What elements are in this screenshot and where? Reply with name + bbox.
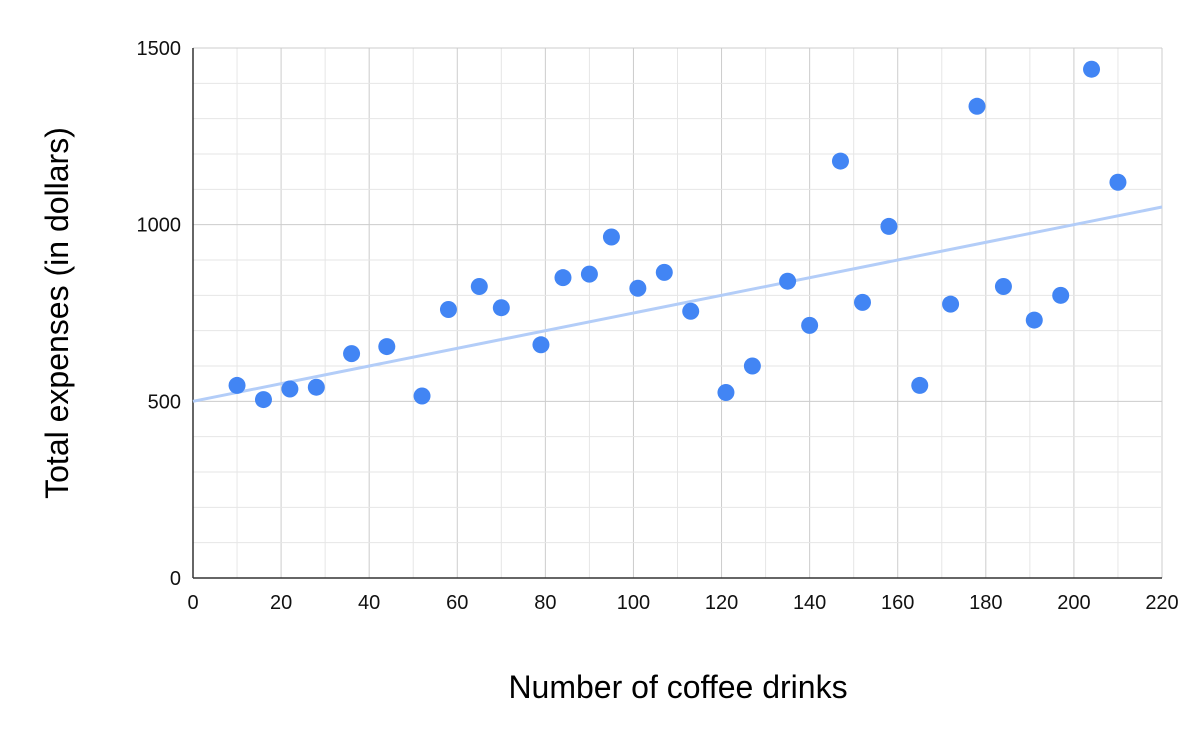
data-point xyxy=(602,228,620,246)
data-point xyxy=(254,391,272,409)
x-tick-label: 80 xyxy=(534,592,556,614)
x-tick-label: 200 xyxy=(1057,592,1090,614)
x-tick-label: 100 xyxy=(617,592,650,614)
x-tick-label: 0 xyxy=(187,592,198,614)
data-point xyxy=(911,376,929,394)
x-tick-label: 120 xyxy=(705,592,738,614)
data-point xyxy=(801,316,819,334)
x-tick-label: 140 xyxy=(793,592,826,614)
data-point xyxy=(880,217,898,235)
data-points xyxy=(228,60,1127,409)
y-tick-label: 1500 xyxy=(137,38,182,60)
data-point xyxy=(717,384,735,401)
x-tick-label: 60 xyxy=(446,592,468,614)
data-point xyxy=(779,272,797,290)
data-point xyxy=(831,152,849,170)
data-point xyxy=(1025,311,1043,329)
y-tick-label: 1000 xyxy=(137,215,182,237)
data-point xyxy=(343,345,361,363)
data-point xyxy=(307,378,325,396)
x-tick-label: 20 xyxy=(270,592,292,614)
data-point xyxy=(682,302,700,320)
x-tick-label: 160 xyxy=(881,592,914,614)
data-point xyxy=(228,376,246,394)
data-point xyxy=(378,338,396,356)
x-tick-labels: 0 20 40 60 80 100 120 140 160 180 200 220 xyxy=(187,592,1178,614)
data-point xyxy=(853,293,871,311)
data-point xyxy=(1083,60,1101,78)
data-point xyxy=(743,357,761,375)
data-point xyxy=(1109,173,1127,191)
data-point xyxy=(629,279,647,297)
y-tick-labels: 0 500 1000 1500 xyxy=(137,38,182,590)
x-axis-title: Number of coffee drinks xyxy=(508,669,847,705)
grid xyxy=(192,47,1163,579)
data-point xyxy=(413,387,431,405)
data-point xyxy=(281,380,299,398)
x-tick-label: 180 xyxy=(969,592,1002,614)
data-point xyxy=(1052,286,1070,304)
data-point xyxy=(968,97,986,115)
data-point xyxy=(994,278,1012,295)
y-tick-label: 500 xyxy=(148,391,181,413)
data-point xyxy=(439,300,457,318)
data-point xyxy=(942,295,960,313)
trendline xyxy=(192,205,1163,403)
x-tick-label: 220 xyxy=(1145,592,1178,614)
y-axis-title: Total expenses (in dollars) xyxy=(39,127,75,499)
data-point xyxy=(492,299,510,317)
data-point xyxy=(554,269,572,287)
y-tick-label: 0 xyxy=(170,568,181,590)
data-point xyxy=(470,278,488,295)
axes xyxy=(192,48,1162,579)
data-point xyxy=(532,336,550,354)
data-point xyxy=(580,265,598,283)
x-tick-label: 40 xyxy=(358,592,380,614)
data-point xyxy=(655,263,673,281)
trendline-layer xyxy=(192,205,1163,403)
